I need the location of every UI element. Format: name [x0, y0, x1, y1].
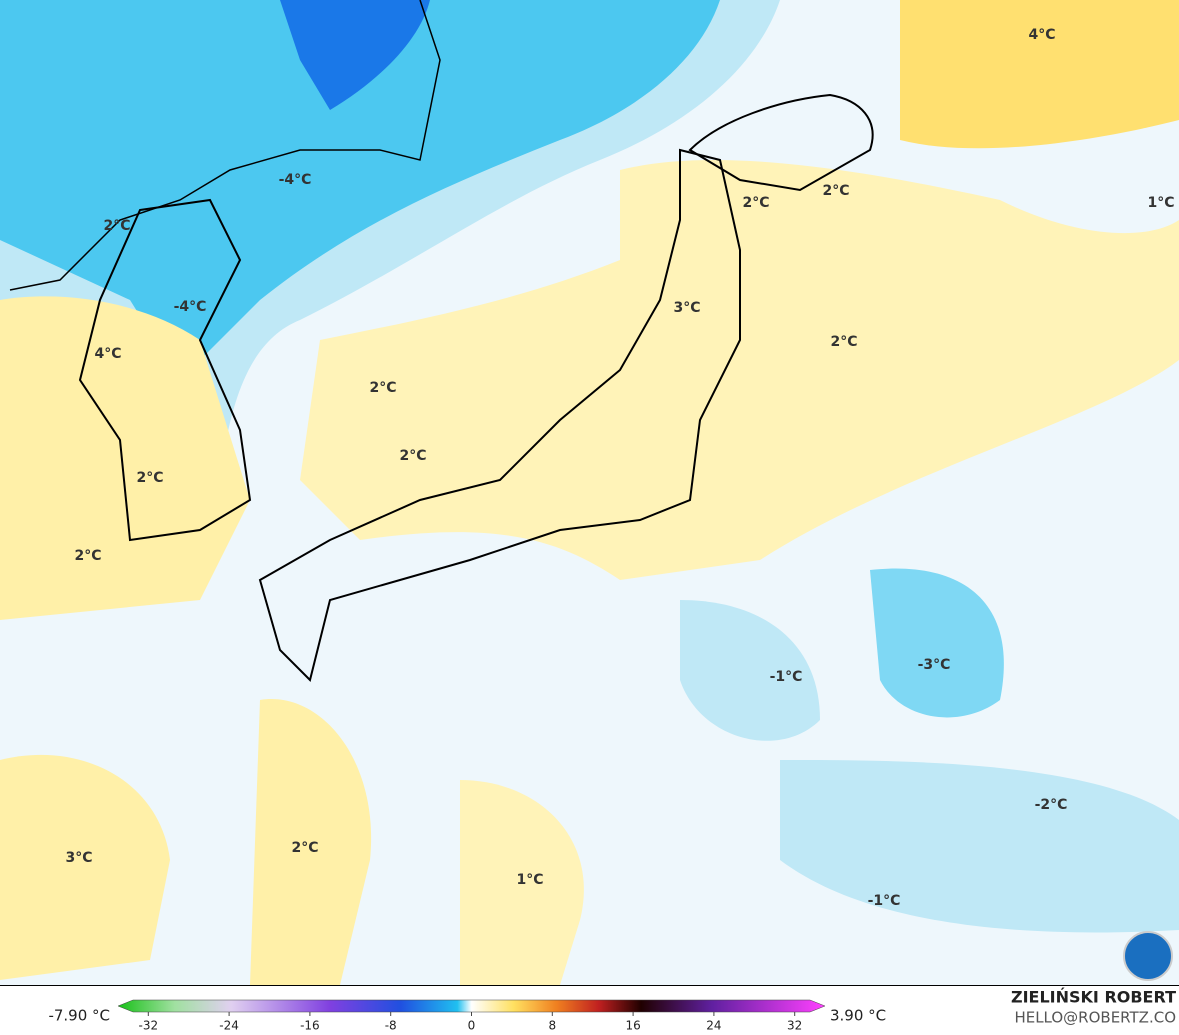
author-name: ZIELIŃSKI ROBERT: [1011, 988, 1176, 1007]
colder-zone: [0, 0, 720, 380]
temperature-label: 2°C: [830, 334, 857, 350]
tick-label: -8: [385, 1019, 397, 1033]
temperature-label: 2°C: [399, 448, 426, 464]
temperature-label: 2°C: [742, 195, 769, 211]
warm-zone: [0, 754, 170, 980]
temperature-label: 2°C: [136, 470, 163, 486]
warm-zone: [460, 780, 584, 985]
temperature-label: 4°C: [94, 346, 121, 362]
noaa-logo: [1123, 931, 1173, 981]
temperature-label: 2°C: [103, 218, 130, 234]
cool-zone: [780, 760, 1179, 933]
tick-label: -24: [219, 1019, 239, 1033]
temperature-label: 2°C: [74, 548, 101, 564]
coastline: [9, 0, 441, 291]
temperature-label: -1°C: [770, 669, 803, 685]
tick-label: 24: [706, 1019, 721, 1033]
temperature-label: 2°C: [369, 380, 396, 396]
cool-zone: [680, 600, 820, 741]
max-value: 3.90 °C: [830, 1007, 886, 1025]
warm-zone: [900, 0, 1179, 149]
tick-label: -16: [300, 1019, 320, 1033]
temperature-label: 3°C: [65, 850, 92, 866]
temperature-label: -4°C: [279, 172, 312, 188]
temperature-label: -3°C: [918, 657, 951, 673]
coastline: [78, 198, 252, 542]
temperature-label: -4°C: [174, 299, 207, 315]
temperature-label: 2°C: [822, 183, 849, 199]
author-email: HELLO@ROBERTZ.CO: [1014, 1009, 1176, 1027]
temperature-label: 1°C: [1147, 195, 1174, 211]
min-value: -7.90 °C: [48, 1007, 110, 1025]
tick-label: -32: [138, 1019, 158, 1033]
temperature-label: 3°C: [673, 300, 700, 316]
cool-zone: [870, 568, 1004, 718]
tick-label: 16: [625, 1019, 640, 1033]
warm-zone: [0, 296, 250, 620]
tick-label: 8: [548, 1019, 556, 1033]
tick-label: 0: [468, 1019, 476, 1033]
colorbar: -7.90 °C 3.90 °C -32 -24 -16 -8 0 8 16 24 32: [48, 999, 886, 1033]
temperature-label: -1°C: [868, 893, 901, 909]
coastline: [258, 148, 741, 682]
tick-label: 32: [787, 1019, 802, 1033]
map-labels: 4°C -4°C 2°C 2°C 1°C 2°C -4°C 3°C 4°C 2°…: [65, 27, 1174, 909]
temperature-label: 4°C: [1028, 27, 1055, 43]
coastline: [688, 93, 874, 192]
warm-zone: [250, 699, 372, 985]
temperature-label: -2°C: [1035, 797, 1068, 813]
temperature-label: 1°C: [516, 872, 543, 888]
map: 4°C -4°C 2°C 2°C 1°C 2°C -4°C 3°C 4°C 2°…: [0, 0, 1179, 985]
warm-zone: [300, 160, 1179, 580]
coldest-zone: [280, 0, 430, 110]
colorbar-gradient: [117, 999, 826, 1013]
temperature-label: 2°C: [291, 840, 318, 856]
